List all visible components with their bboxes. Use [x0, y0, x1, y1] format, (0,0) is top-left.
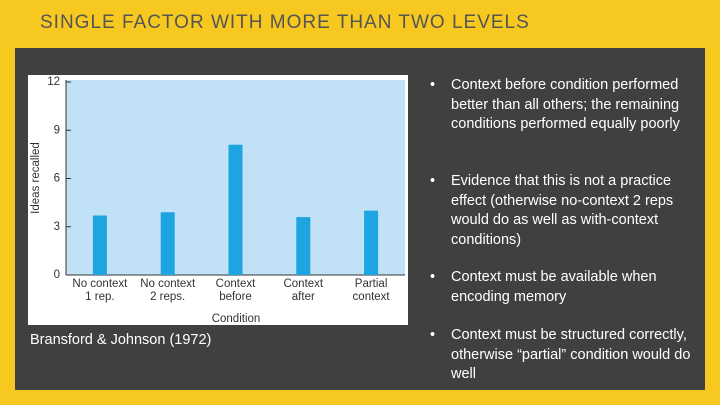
bullet-item: Evidence that this is not a practice eff… [430, 172, 703, 250]
bar [92, 215, 107, 275]
x-tick-label: No context 2 reps. [140, 278, 196, 303]
citation: Bransford & Johnson (1972) [30, 332, 212, 348]
x-axis-label: Condition [212, 313, 261, 325]
x-tick-label: Partial context [352, 278, 390, 303]
slide-title: SINGLE FACTOR WITH MORE THAN TWO LEVELS [40, 12, 530, 33]
y-tick-label: 12 [47, 76, 60, 88]
bullet-item: Context before condition performed bette… [430, 76, 703, 135]
bullet-item: Context must be structured correctly, ot… [430, 326, 703, 385]
bar [364, 210, 379, 275]
x-tick-label: Context after [283, 278, 324, 303]
x-tick-label: No context 1 rep. [72, 278, 128, 303]
y-tick-label: 0 [54, 269, 60, 281]
y-tick-label: 3 [54, 221, 60, 233]
bullet-item: Context must be available when encoding … [430, 268, 703, 307]
bar [228, 144, 243, 275]
bar [160, 212, 175, 275]
bar [296, 217, 311, 275]
y-tick-label: 6 [54, 173, 60, 185]
x-tick-label: Context before [215, 278, 256, 303]
y-axis-label: Ideas recalled [30, 142, 42, 214]
y-tick-label: 9 [54, 124, 60, 136]
